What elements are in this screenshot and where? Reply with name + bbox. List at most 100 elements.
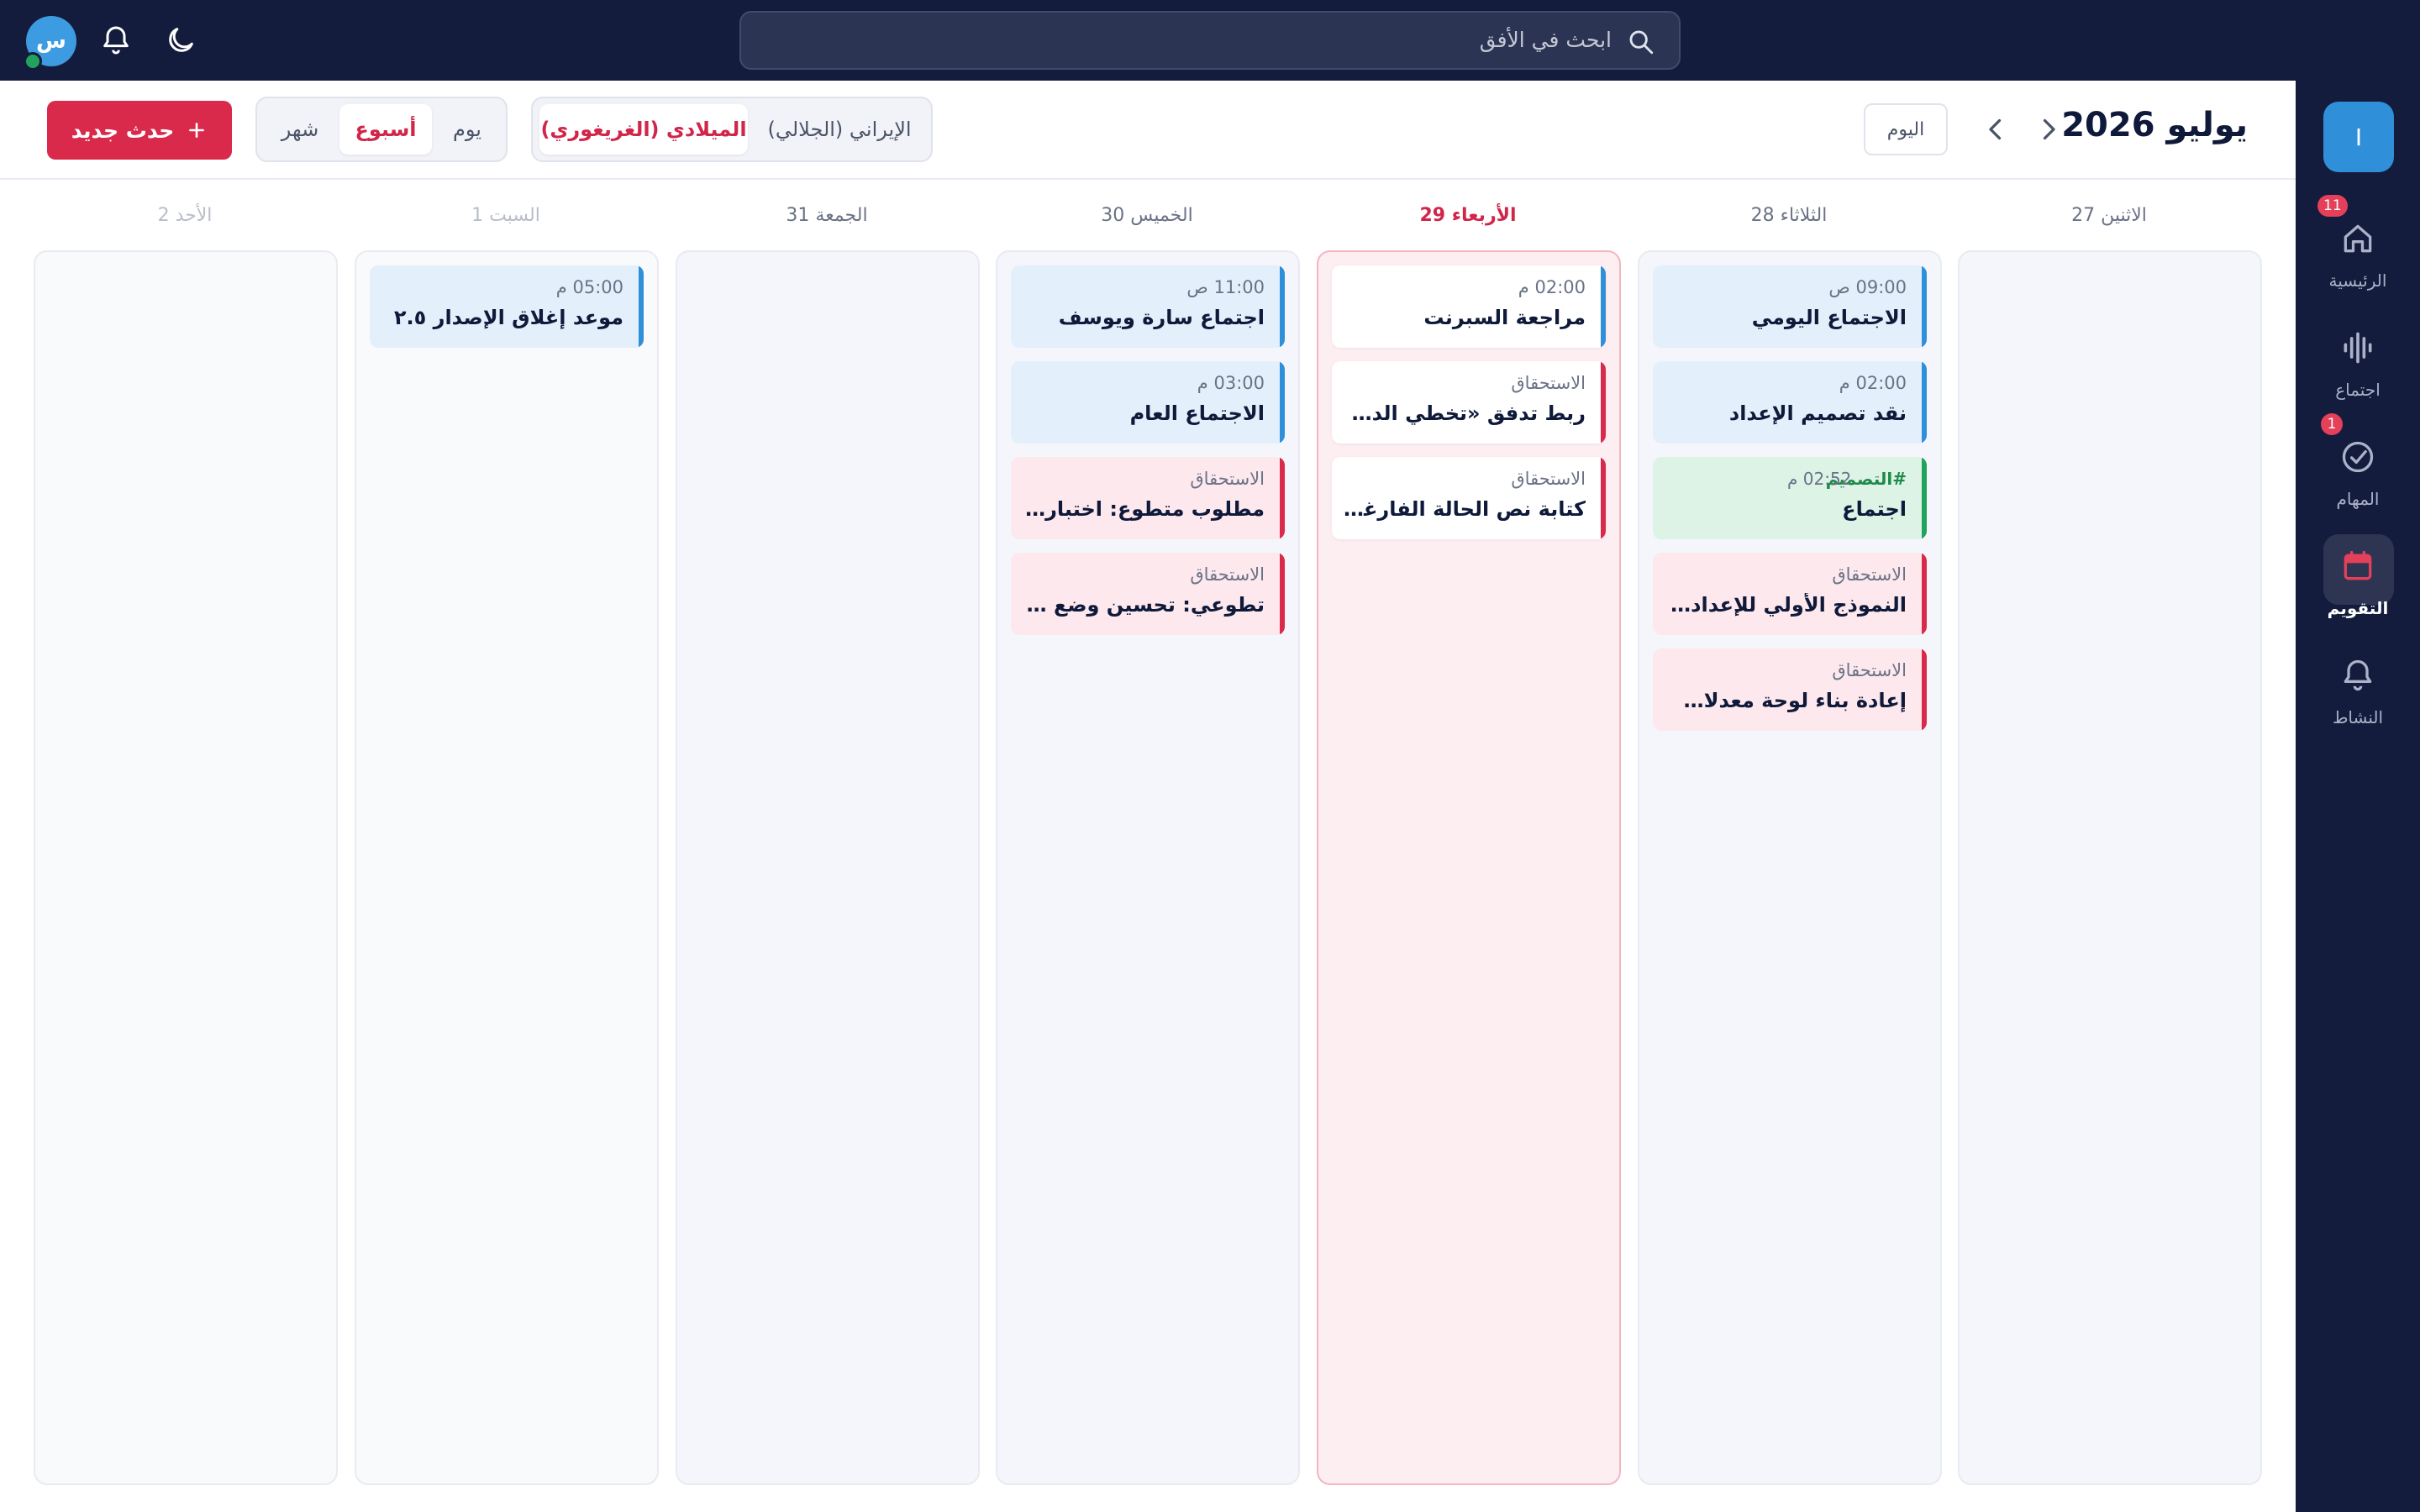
event-title: إعادة بناء لوحة معدلات الم... (1665, 689, 1907, 712)
bell-icon (2344, 659, 2372, 691)
view-toggle: يوم أسبوع شهر (255, 97, 508, 162)
event-accent-bar (1922, 361, 1927, 444)
event-time: 03:00 م (1197, 373, 1265, 393)
calendar-header: يوليو 2026 اليوم الإيراني (الجلالي) المي… (0, 81, 2296, 180)
tasks-count-badge: 1 (2321, 413, 2343, 435)
calendar-event[interactable]: #التصميم 02:52 م اجتماع (1653, 457, 1927, 539)
home-count-badge: 11 (2317, 195, 2348, 217)
week-view-option[interactable]: أسبوع (339, 104, 432, 155)
persian-calendar-option[interactable]: الإيراني (الجلالي) (767, 118, 912, 141)
event-time: 02:00 م (1839, 373, 1907, 393)
event-accent-bar (1601, 361, 1606, 444)
workspace-badge[interactable]: I (2323, 102, 2394, 172)
event-time: 05:00 م (555, 277, 623, 297)
calendar-event[interactable]: الاستحقاق مطلوب متطوع: اختبار الإع... (1011, 457, 1285, 539)
event-time: 11:00 ص (1186, 277, 1265, 297)
day-column[interactable]: 09:00 ص الاجتماع اليومي 02:00 م نقد تصمي… (1638, 250, 1942, 1485)
sidebar-item-activity[interactable]: النشاط (2296, 648, 2420, 749)
search-placeholder: ابحث في الأفق (1479, 28, 1612, 52)
sidebar-item-label: النشاط (2332, 707, 2384, 727)
calendar-event[interactable]: الاستحقاق تطوعي: تحسين وضع صورة... (1011, 553, 1285, 635)
event-title: مطلوب متطوع: اختبار الإع... (1023, 497, 1265, 521)
day-column-today[interactable]: 02:00 م مراجعة السبرنت الاستحقاق ربط تدف… (1317, 250, 1621, 1485)
calendar-event[interactable]: 09:00 ص الاجتماع اليومي (1653, 265, 1927, 348)
calendar-event[interactable]: 05:00 م موعد إغلاق الإصدار ٢.٥ (370, 265, 644, 348)
month-title: يوليو 2026 (2061, 106, 2248, 144)
day-header: الأحد 2 (157, 205, 213, 226)
sidebar-item-home[interactable]: 11 الرئيسية (2296, 195, 2420, 312)
event-title: مراجعة السبرنت (1423, 306, 1586, 329)
event-title: النموذج الأولي للإعداد v2 (1665, 593, 1907, 617)
notifications-bell-icon[interactable] (99, 24, 133, 57)
day-header: الجمعة 31 (786, 205, 868, 226)
calendar-system-toggle: الإيراني (الجلالي) الميلادي (الغريغوري) (531, 97, 933, 162)
event-title: اجتماع (1842, 497, 1907, 521)
calendar-event[interactable]: 02:00 م نقد تصميم الإعداد (1653, 361, 1927, 444)
event-accent-bar (1922, 648, 1927, 731)
sidebar-item-tasks[interactable]: 1 المهام (2296, 413, 2420, 531)
event-title: كتابة نص الحالة الفارغة لل... (1344, 497, 1586, 521)
day-column[interactable]: 05:00 م موعد إغلاق الإصدار ٢.٥ (355, 250, 659, 1485)
new-event-label: حدث جديد (71, 118, 175, 143)
search-icon (1629, 30, 1654, 55)
search-input[interactable]: ابحث في الأفق (739, 11, 1681, 70)
event-time: 02:00 م (1518, 277, 1586, 297)
active-item-background (2323, 534, 2394, 605)
event-title: نقد تصميم الإعداد (1728, 402, 1907, 425)
event-due-label: الاستحقاق (1511, 469, 1586, 489)
event-due-label: الاستحقاق (1190, 564, 1265, 585)
event-accent-bar (1601, 457, 1606, 539)
check-circle-icon (2342, 441, 2374, 473)
event-due-label: الاستحقاق (1832, 564, 1907, 585)
sidebar: I 11 الرئيسية اجتماع 1 المهام التق (2296, 81, 2420, 1512)
day-column[interactable]: 11:00 ص اجتماع سارة ويوسف 03:00 م الاجتم… (996, 250, 1300, 1485)
event-tag: #التصميم (1825, 469, 1907, 489)
event-accent-bar (1280, 553, 1285, 635)
event-time: 02:52 م (1787, 469, 1852, 489)
sidebar-item-label: الرئيسية (2328, 270, 2387, 291)
sidebar-item-meeting[interactable]: اجتماع (2296, 321, 2420, 422)
day-column[interactable] (676, 250, 980, 1485)
calendar-event[interactable]: 02:00 م مراجعة السبرنت (1332, 265, 1606, 348)
calendar-event[interactable]: 03:00 م الاجتماع العام (1011, 361, 1285, 444)
sidebar-item-label: اجتماع (2335, 380, 2381, 400)
plus-icon (189, 123, 205, 138)
waveform-icon (2344, 332, 2372, 364)
top-bar: س ابحث في الأفق (0, 0, 2420, 81)
event-title: الاجتماع اليومي (1751, 306, 1907, 329)
day-header: الخميس 30 (1101, 205, 1193, 226)
calendar-event[interactable]: الاستحقاق إعادة بناء لوحة معدلات الم... (1653, 648, 1927, 731)
today-button[interactable]: اليوم (1864, 103, 1948, 155)
sidebar-item-label: التقويم (2327, 598, 2389, 618)
chevron-right-icon[interactable] (2033, 114, 2064, 144)
event-title: اجتماع سارة ويوسف (1058, 306, 1265, 329)
sidebar-item-label: المهام (2336, 489, 2380, 509)
dark-mode-moon-icon[interactable] (164, 24, 197, 57)
event-time: 09:00 ص (1828, 277, 1907, 297)
day-column[interactable] (1958, 250, 2262, 1485)
event-accent-bar (1280, 361, 1285, 444)
event-title: تطوعي: تحسين وضع صورة... (1023, 593, 1265, 617)
sidebar-item-calendar[interactable]: التقويم (2296, 534, 2420, 640)
day-header: السبت 1 (471, 205, 540, 226)
event-due-label: الاستحقاق (1511, 373, 1586, 393)
avatar-initial: س (36, 29, 66, 54)
chevron-left-icon[interactable] (1981, 114, 2011, 144)
calendar-event[interactable]: الاستحقاق كتابة نص الحالة الفارغة لل... (1332, 457, 1606, 539)
calendar-event[interactable]: الاستحقاق ربط تدفق «تخطي الدعوة» (1332, 361, 1606, 444)
gregorian-calendar-option[interactable]: الميلادي (الغريغوري) (539, 104, 748, 155)
day-view-option[interactable]: يوم (453, 118, 481, 141)
event-title: الاجتماع العام (1129, 402, 1265, 425)
event-title: موعد إغلاق الإصدار ٢.٥ (393, 306, 623, 329)
calendar-icon (2344, 550, 2372, 580)
calendar-event[interactable]: الاستحقاق النموذج الأولي للإعداد v2 (1653, 553, 1927, 635)
day-header-today: الأربعاء 29 (1419, 205, 1517, 226)
workspace-initial: I (2354, 123, 2363, 151)
calendar-event[interactable]: 11:00 ص اجتماع سارة ويوسف (1011, 265, 1285, 348)
event-due-label: الاستحقاق (1190, 469, 1265, 489)
event-due-label: الاستحقاق (1832, 660, 1907, 680)
day-column[interactable] (34, 250, 338, 1485)
new-event-button[interactable]: حدث جديد (47, 101, 232, 160)
event-accent-bar (639, 265, 644, 348)
month-view-option[interactable]: شهر (281, 118, 319, 141)
